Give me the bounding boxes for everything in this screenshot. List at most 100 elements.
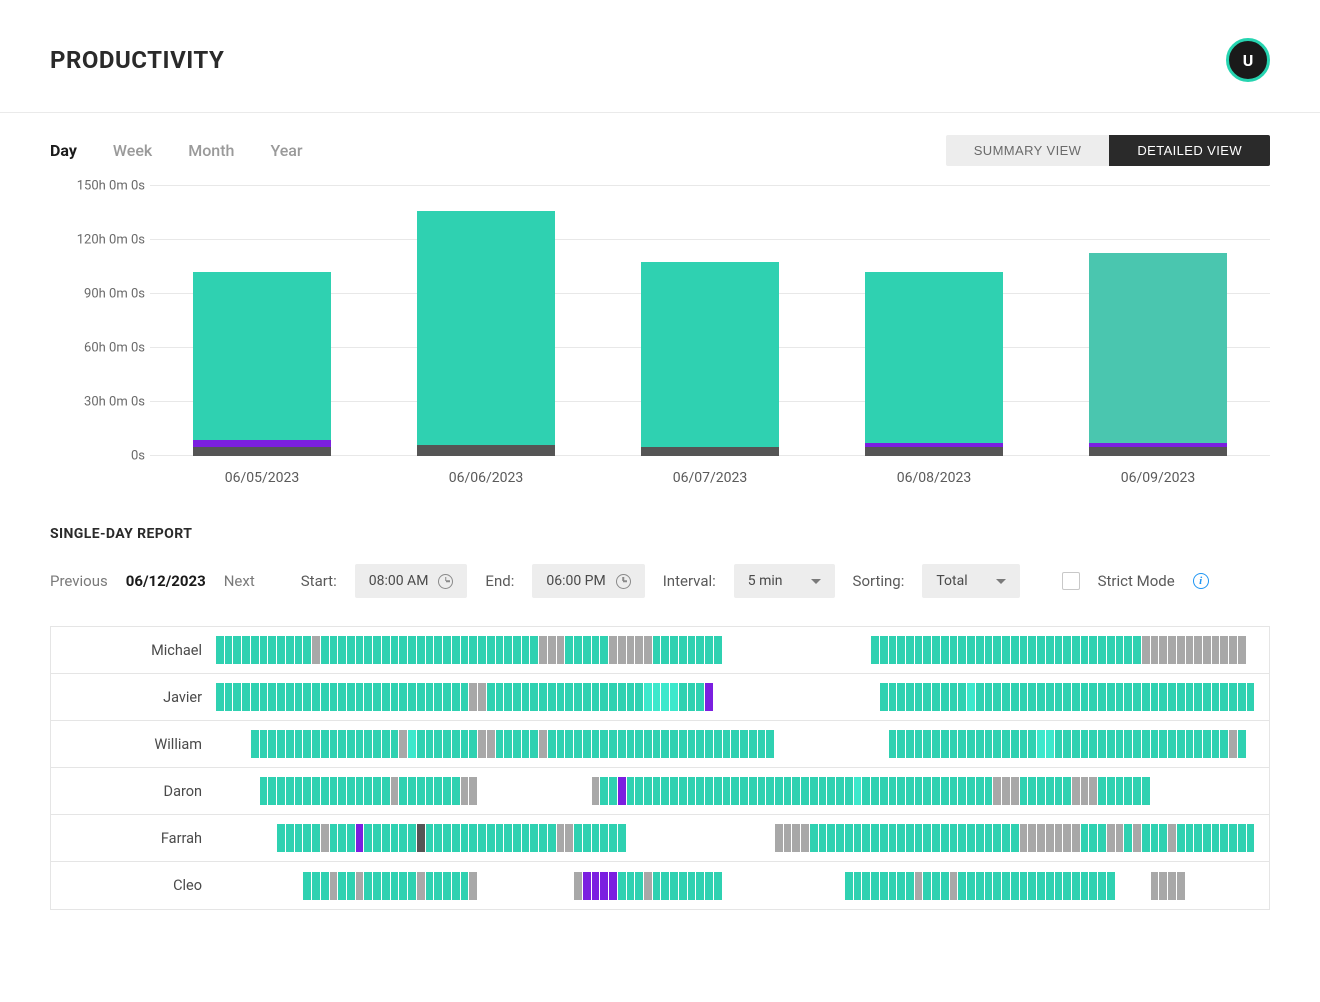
timeline-cell [705,683,713,711]
timeline-cell [1055,824,1063,852]
timeline-cell [530,777,538,805]
timeline-cell [216,777,224,805]
timeline-cell [827,683,835,711]
end-time-input[interactable]: 06:00 PM [532,564,644,598]
timeline-cell [583,872,591,900]
timeline-cell [1011,730,1019,758]
timeline-track[interactable] [216,636,1269,664]
timeline-cell [452,636,460,664]
timeline-cell [338,824,346,852]
timeline-cell [714,824,722,852]
timeline-cell [993,777,1001,805]
timeline-cell [1124,683,1132,711]
timeline-cell [452,872,460,900]
timeline-cell [609,730,617,758]
timeline-cell [714,730,722,758]
timeline-cell [426,872,434,900]
timeline-cell [792,824,800,852]
timeline-cell [1194,824,1202,852]
timeline-cell [1194,777,1202,805]
timeline-cell [880,683,888,711]
timeline-cell [522,683,530,711]
timeline-cell [242,824,250,852]
detailed-view-button[interactable]: DETAILED VIEW [1109,135,1270,166]
timeline-cell [461,730,469,758]
timeline-cell [915,636,923,664]
chart-bar[interactable] [1057,253,1259,456]
timeline-cell [993,824,1001,852]
timeline-cell [295,824,303,852]
timeline-cell [775,636,783,664]
timeline-cell [1229,730,1237,758]
timeline-cell [1028,683,1036,711]
timeline-cell [469,730,477,758]
timeline-cell [1098,730,1106,758]
timeline-cell [941,872,949,900]
timeline-cell [810,683,818,711]
timeline-track[interactable] [216,777,1269,805]
timeline-cell [897,730,905,758]
timeline-cell [766,683,774,711]
timeline-cell [749,730,757,758]
timeline-cell [618,824,626,852]
timeline-cell [539,777,547,805]
sorting-select[interactable]: Total [922,564,1019,598]
timeline-cell [1151,636,1159,664]
timeline-cell [932,872,940,900]
timeline-cell [452,777,460,805]
timeline-cell [1229,777,1237,805]
avatar[interactable]: U [1226,38,1270,82]
timeline-cell [889,683,897,711]
timeline-cell [810,872,818,900]
chart-bar[interactable] [385,211,587,456]
timeline-cell [609,636,617,664]
timeline-cell [574,636,582,664]
previous-button[interactable]: Previous [50,572,108,590]
next-button[interactable]: Next [224,572,255,590]
timeline-cell [382,777,390,805]
timeline-track[interactable] [216,730,1269,758]
chart-bar[interactable] [609,262,811,456]
start-time-input[interactable]: 08:00 AM [355,564,468,598]
info-icon[interactable]: i [1193,573,1209,589]
timeline-cell [1072,824,1080,852]
summary-view-button[interactable]: SUMMARY VIEW [946,135,1110,166]
interval-select[interactable]: 5 min [734,564,835,598]
timeline-cell [565,824,573,852]
timeline-cell [522,730,530,758]
timeline-cell [1063,872,1071,900]
timeline-track[interactable] [216,872,1269,900]
timeline-cell [469,683,477,711]
clock-icon [616,574,631,589]
time-tab-month[interactable]: Month [188,141,234,160]
time-tab-year[interactable]: Year [270,141,302,160]
timeline-cell [417,777,425,805]
timeline-track[interactable] [216,683,1269,711]
chart-bar[interactable] [833,272,1035,456]
timeline-cell [487,683,495,711]
timeline-cell [1098,683,1106,711]
timeline-cell [321,777,329,805]
time-tab-week[interactable]: Week [113,141,152,160]
timeline-cell [225,636,233,664]
timeline-cell [399,636,407,664]
strict-mode-checkbox[interactable] [1062,572,1080,590]
timeline-cell [487,636,495,664]
strict-mode-label: Strict Mode [1098,572,1175,590]
time-tab-day[interactable]: Day [50,141,77,160]
chart-bar[interactable] [161,272,363,456]
timeline-cell [1229,683,1237,711]
timeline-cell [836,872,844,900]
timeline-cell [382,824,390,852]
timeline-cell [618,872,626,900]
timeline-cell [312,730,320,758]
timeline-cell [985,777,993,805]
timeline-cell [382,730,390,758]
timeline-cell [565,683,573,711]
timeline-cell [618,683,626,711]
timeline-cell [854,777,862,805]
timeline-cell [976,683,984,711]
timeline-track[interactable] [216,824,1269,852]
timeline-cell [417,730,425,758]
timeline-cell [731,683,739,711]
